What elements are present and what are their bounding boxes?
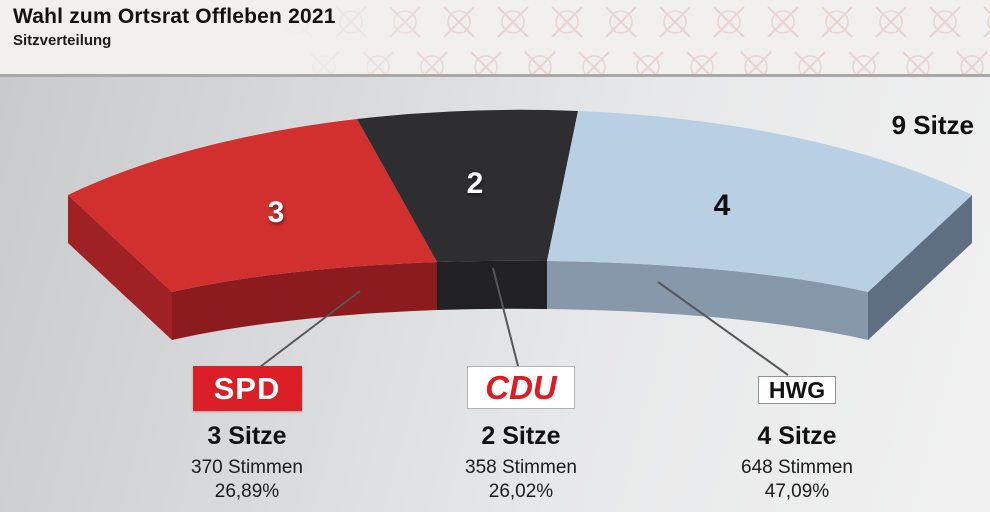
total-seats-label: 9 Sitze bbox=[891, 110, 974, 140]
header: Wahl zum Ortsrat Offleben 2021 Sitzverte… bbox=[0, 0, 990, 77]
segment-hwg-inner-wall bbox=[547, 261, 868, 340]
spd-votes-label: 370 Stimmen bbox=[191, 457, 303, 478]
party-column-cdu: CDU 2 Sitze 358 Stimmen 26,02% bbox=[411, 366, 631, 503]
segment-spd-seat-count: 3 bbox=[267, 196, 285, 229]
cdu-seats-label: 2 Sitze bbox=[481, 422, 561, 450]
leader-line-hwg bbox=[657, 281, 789, 376]
segment-cdu-seat-count: 2 bbox=[466, 167, 484, 200]
hwg-votes-label: 648 Stimmen bbox=[741, 457, 853, 478]
cdu-percent-label: 26,02% bbox=[488, 481, 554, 502]
spd-logo: SPD bbox=[192, 366, 302, 411]
party-logo-row: CDU bbox=[411, 366, 631, 413]
leader-line-spd bbox=[255, 290, 361, 371]
segment-spd bbox=[68, 119, 437, 292]
party-column-spd: SPD 3 Sitze 370 Stimmen 26,89% bbox=[137, 366, 357, 503]
cdu-logo: CDU bbox=[467, 366, 575, 409]
spd-seats-label: 3 Sitze bbox=[207, 422, 287, 450]
segment-hwg bbox=[547, 111, 972, 292]
party-logo-row: HWG bbox=[687, 366, 907, 413]
segment-cdu bbox=[357, 109, 578, 263]
segment-spd-inner-wall bbox=[172, 262, 437, 340]
hwg-seats-label: 4 Sitze bbox=[757, 422, 837, 450]
segment-hwg-cut-face bbox=[868, 195, 972, 340]
party-column-hwg: HWG 4 Sitze 648 Stimmen 47,09% bbox=[687, 366, 907, 503]
leader-line-cdu bbox=[492, 267, 520, 371]
segment-hwg-seat-count: 4 bbox=[713, 189, 731, 222]
hwg-percent-label: 47,09% bbox=[764, 481, 830, 502]
spd-percent-label: 26,89% bbox=[214, 481, 280, 502]
page-subtitle: Sitzverteilung bbox=[13, 32, 112, 49]
page-title: Wahl zum Ortsrat Offleben 2021 bbox=[13, 5, 336, 28]
segment-spd-cut-face bbox=[68, 195, 172, 340]
segment-cdu-inner-wall bbox=[437, 260, 547, 310]
cdu-votes-label: 358 Stimmen bbox=[465, 457, 577, 478]
party-logo-row: SPD bbox=[137, 366, 357, 413]
header-fade-overlay bbox=[0, 0, 990, 74]
hwg-logo: HWG bbox=[758, 375, 836, 404]
